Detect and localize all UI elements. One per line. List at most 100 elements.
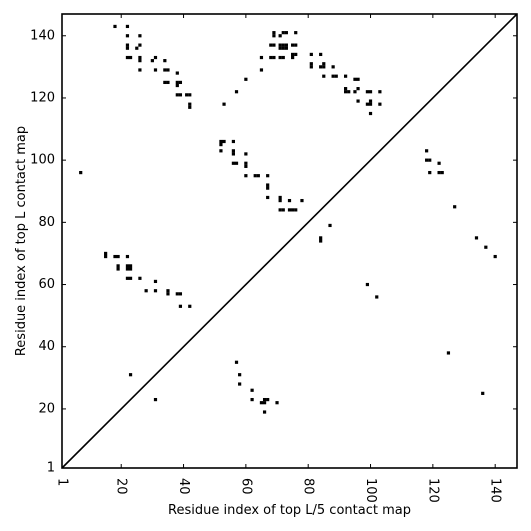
contact-point: [166, 68, 170, 72]
contact-point: [153, 68, 158, 72]
contact-point: [344, 74, 348, 78]
contact-point: [319, 52, 323, 57]
contact-point: [322, 62, 326, 66]
contact-point: [272, 31, 276, 35]
contact-point: [250, 388, 254, 392]
x-tick-label: 80: [301, 478, 316, 495]
contact-point: [481, 391, 485, 395]
contact-point: [125, 276, 130, 280]
contact-point: [378, 90, 382, 94]
contact-point: [166, 80, 170, 85]
contact-point: [138, 276, 142, 280]
contact-point: [128, 55, 133, 60]
contact-point: [153, 55, 158, 60]
contact-point: [153, 397, 158, 402]
contact-point: [231, 161, 235, 165]
contact-point: [328, 223, 332, 228]
contact-point: [365, 282, 370, 287]
contact-point: [175, 71, 179, 75]
contact-point: [266, 186, 270, 190]
contact-point: [309, 65, 313, 69]
contact-point: [331, 65, 335, 69]
contact-point: [234, 90, 239, 94]
contact-point: [278, 195, 282, 200]
contact-point: [256, 174, 260, 178]
contact-point: [278, 208, 282, 212]
contact-point: [175, 80, 179, 85]
contact-point: [368, 90, 373, 94]
contact-point: [116, 254, 120, 259]
contact-point: [356, 87, 360, 91]
contact-point: [453, 205, 457, 209]
contact-point: [272, 34, 276, 38]
contact-point: [175, 93, 179, 97]
y-tick-label: 120: [30, 90, 55, 105]
x-tick-label: 120: [425, 478, 440, 503]
contact-point: [331, 74, 335, 78]
x-tick-label: 40: [176, 478, 191, 495]
contact-point: [262, 410, 267, 414]
contact-point: [222, 139, 226, 144]
y-tick-label: 60: [38, 277, 55, 292]
diagonal-line: [61, 13, 518, 469]
contact-point: [150, 59, 154, 63]
contact-point: [135, 46, 139, 50]
contact-point: [125, 43, 130, 47]
contact-point: [344, 87, 348, 91]
contact-point: [163, 59, 167, 63]
contact-point: [309, 62, 313, 66]
y-tick-label: 100: [30, 153, 55, 168]
contact-point: [188, 105, 192, 109]
contact-point: [163, 68, 167, 72]
x-tick-label: 20: [114, 478, 129, 495]
contact-point: [138, 34, 142, 38]
contact-point: [287, 208, 292, 212]
contact-point: [300, 198, 304, 203]
contact-point: [272, 43, 276, 47]
contact-point: [437, 161, 441, 165]
contact-point: [294, 52, 298, 57]
y-tick-label: 20: [38, 401, 55, 416]
contact-point: [178, 304, 183, 308]
contact-point: [272, 55, 276, 60]
contact-point: [446, 351, 451, 355]
contact-point: [493, 254, 497, 259]
contact-point: [284, 43, 288, 47]
contact-point: [281, 46, 285, 50]
contact-point: [425, 158, 429, 162]
contact-point: [275, 401, 279, 405]
contact-point: [128, 267, 133, 271]
contact-point: [259, 401, 264, 405]
contact-point: [128, 264, 133, 268]
contact-point: [253, 174, 257, 178]
contact-point: [353, 90, 357, 94]
contact-point: [166, 289, 170, 293]
contact-point: [284, 31, 288, 35]
contact-point: [138, 55, 142, 60]
contact-point: [244, 174, 248, 178]
y-tick-label: 80: [38, 215, 55, 230]
contact-point: [234, 360, 239, 364]
contact-point: [244, 77, 248, 81]
contact-point: [344, 90, 348, 94]
contact-point: [178, 292, 183, 296]
contact-point: [222, 102, 226, 106]
contact-point: [116, 264, 120, 268]
contact-point: [437, 170, 441, 175]
contact-point: [281, 31, 285, 35]
contact-point: [291, 208, 295, 212]
data-points-layer: [79, 24, 497, 414]
contact-point: [262, 401, 267, 405]
contact-point: [138, 68, 142, 72]
contact-point: [125, 34, 130, 38]
contact-point: [319, 239, 323, 243]
contact-point: [309, 52, 313, 57]
contact-point: [281, 208, 285, 212]
contact-point: [322, 74, 326, 78]
contact-point: [347, 90, 351, 94]
contact-point: [125, 46, 130, 50]
contact-point: [188, 304, 192, 308]
contact-point: [291, 52, 295, 57]
contact-point: [238, 373, 242, 377]
contact-point: [125, 24, 130, 29]
